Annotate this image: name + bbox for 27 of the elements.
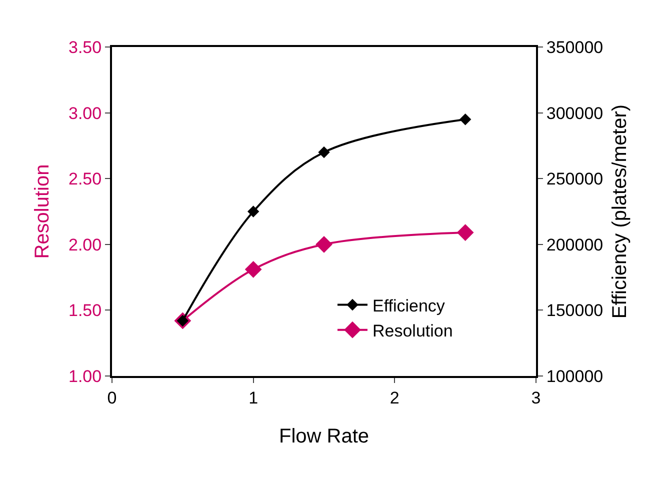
y-tick-label: 2.50	[68, 170, 102, 189]
point	[459, 114, 472, 126]
y2-tick-label: 350000	[546, 38, 604, 57]
y2-tick-label: 300000	[546, 104, 604, 123]
y-tick-label: 2.00	[68, 235, 102, 254]
point	[244, 260, 262, 278]
y2-tick-label: 100000	[546, 366, 604, 386]
point	[456, 224, 474, 242]
y2-tick-label: 200000	[546, 235, 604, 254]
x-tick-label: 3	[531, 388, 541, 408]
y-tick-label: 3.50	[68, 38, 102, 57]
y-tick-label: 1.00	[68, 366, 102, 386]
legend-label: Resolution	[372, 321, 453, 340]
legend-label: Efficiency	[372, 296, 446, 316]
y2-tick-label: 150000	[546, 301, 604, 320]
y-axis-title: Resolution	[32, 164, 54, 259]
x-axis-title: Flow Rate	[278, 425, 370, 448]
y2-axis-title: Efficiency (plates/meter)	[609, 104, 632, 319]
y2-tick-label: 250000	[546, 170, 604, 189]
x-tick-label: 0	[107, 388, 117, 408]
y-tick-label: 1.50	[68, 301, 102, 320]
point	[247, 206, 260, 218]
x-tick-label: 2	[390, 388, 400, 408]
point	[318, 146, 330, 158]
x-tick-label: 1	[248, 388, 258, 408]
point	[316, 236, 332, 253]
y-tick-label: 3.00	[68, 104, 102, 123]
